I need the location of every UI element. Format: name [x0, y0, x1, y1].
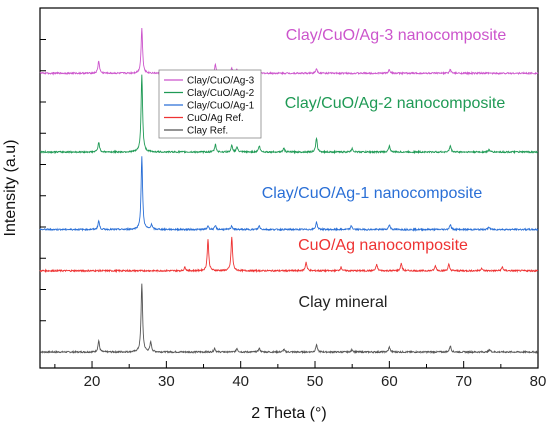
annotation-clay-cuo-ag-3: Clay/CuO/Ag-3 nanocomposite	[286, 27, 507, 44]
trace-cuo-ag-ref-	[39, 236, 539, 274]
x-axis-title: 2 Theta (°)	[251, 405, 326, 422]
x-tick-label: 60	[381, 373, 398, 390]
trace-clay-cuo-ag-2	[39, 74, 539, 155]
x-tick-label: 80	[530, 373, 547, 390]
x-axis: 20 30 40 50 60 70 80	[54, 361, 547, 390]
legend-label: Clay/CuO/Ag-2	[187, 88, 255, 99]
x-tick-label: 20	[84, 373, 101, 390]
plot-frame	[39, 7, 539, 369]
legend-label: Clay/CuO/Ag-3	[187, 76, 255, 87]
x-tick-label: 50	[307, 373, 324, 390]
traces	[39, 27, 539, 355]
legend: Clay/CuO/Ag-3Clay/CuO/Ag-2Clay/CuO/Ag-1C…	[158, 69, 262, 139]
y-axis-ticks	[40, 39, 46, 353]
trace-clay-cuo-ag-1	[39, 156, 539, 232]
legend-label: CuO/Ag Ref.	[187, 113, 244, 124]
legend-box	[158, 69, 262, 139]
x-tick-label: 40	[232, 373, 249, 390]
annotation-clay-cuo-ag-1: Clay/CuO/Ag-1 nanocomposite	[262, 185, 483, 202]
legend-label: Clay/CuO/Ag-1	[187, 101, 255, 112]
x-tick-label: 70	[455, 373, 472, 390]
y-axis-title: Intensity (a.u)	[2, 140, 19, 237]
annotation-clay-ref-: Clay mineral	[299, 294, 388, 311]
trace-clay-ref-	[39, 283, 539, 355]
legend-label: Clay Ref.	[187, 126, 228, 137]
annotation-cuo-ag-ref-: CuO/Ag nanocomposite	[298, 237, 468, 254]
annotation-clay-cuo-ag-2: Clay/CuO/Ag-2 nanocomposite	[285, 95, 506, 112]
trace-clay-cuo-ag-3	[39, 27, 539, 76]
x-tick-label: 30	[158, 373, 175, 390]
annotations: Clay mineral CuO/Ag nanocomposite Clay/CuO…	[262, 27, 507, 311]
